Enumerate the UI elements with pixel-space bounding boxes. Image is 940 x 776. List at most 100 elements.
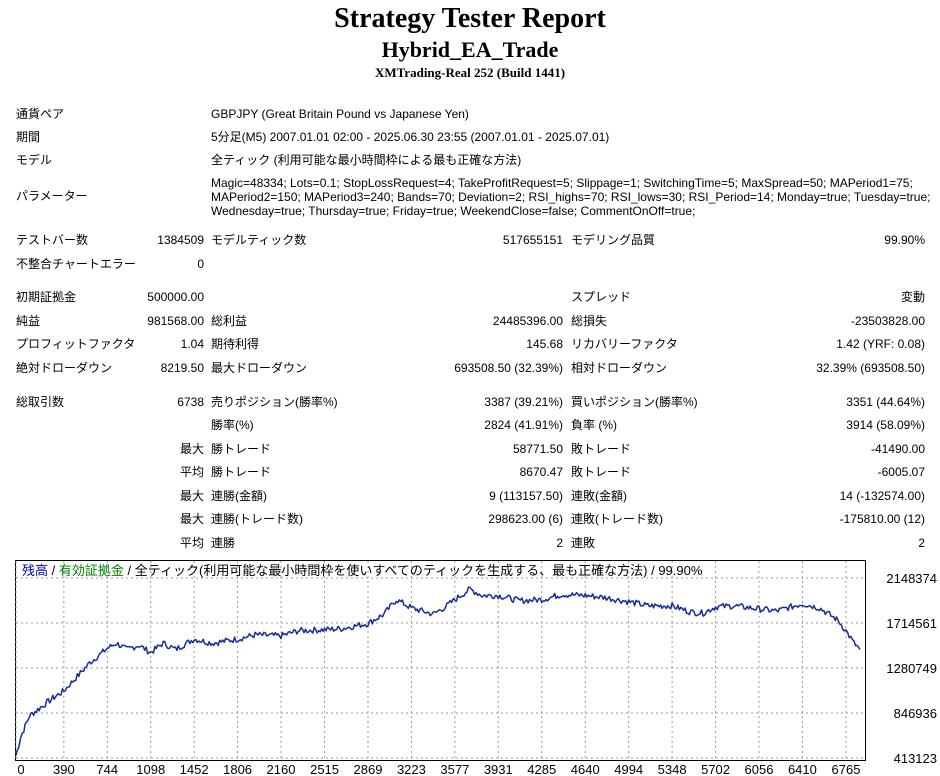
x-tick-label: 2869 [354, 762, 383, 776]
avg-loss-label: 敗トレード [571, 465, 632, 479]
x-tick-label: 6765 [832, 762, 861, 776]
x-tick-label: 1452 [180, 762, 209, 776]
short-label: 売りポジション(勝率%) [211, 395, 338, 409]
abs-dd-label: 絶対ドローダウン [16, 361, 113, 375]
x-tick-label: 5702 [701, 762, 730, 776]
y-tick-label: 413123 [894, 751, 937, 766]
net-label: 純益 [16, 314, 41, 328]
balance-chart: 2148374 1714561 1280749 846936 413123 0 390 74… [15, 560, 937, 776]
symbol-value: GBPJPY (Great Britain Pound vs Japanese … [211, 107, 469, 121]
y-tick-label: 846936 [894, 706, 937, 721]
symbol-label: 通貨ペア [16, 107, 65, 121]
legend-model: 全ティック(利用可能な最小時間枠を使いすべてのティックを生成する、最も正確な方法… [134, 563, 648, 578]
grid-lines [15, 561, 865, 760]
y-tick-label: 2148374 [886, 571, 937, 586]
y-tick-label: 1714561 [886, 616, 937, 631]
gross-loss-value: -23503828.00 [850, 314, 925, 328]
period-value: 5分足(M5) 2007.01.01 02:00 - 2025.06.30 23… [211, 130, 610, 144]
trades-label: 総取引数 [16, 395, 65, 409]
max-prefix-3: 最大 [179, 512, 204, 526]
avg-consec-loss-label: 連敗 [571, 536, 596, 550]
ticks-label: モデルティック数 [211, 233, 307, 247]
largest-win-value: 58771.50 [512, 442, 563, 456]
loss-pct-label: 負率 (%) [571, 418, 617, 432]
y-tick-labels: 2148374 1714561 1280749 846936 413123 [886, 571, 937, 766]
max-consec-win-value: 9 (113157.50) [489, 489, 563, 503]
max-dd-value: 693508.50 (32.39%) [454, 361, 563, 375]
payoff-label: 期待利得 [211, 337, 260, 351]
x-tick-label: 6410 [788, 762, 817, 776]
legend-quality: 99.90% [658, 563, 703, 578]
x-tick-label: 744 [96, 762, 118, 776]
loss-pct-value: 3914 (58.09%) [846, 418, 925, 432]
x-tick-labels: 0 390 744 1098 1452 1806 2160 2515 2869 3223 3577 3… [17, 762, 860, 776]
pf-label: プロフィットファクタ [16, 337, 136, 351]
spread-label: スプレッド [571, 290, 632, 304]
x-tick-label: 3931 [484, 762, 513, 776]
bars-label: テストバー数 [16, 233, 89, 247]
largest-win-label: 勝トレード [211, 442, 272, 456]
spread-value: 変動 [900, 290, 925, 304]
server-info: XMTrading-Real 252 (Build 1441) [374, 65, 566, 80]
legend-equity: 有効証拠金 [58, 563, 124, 578]
model-label: モデル [16, 153, 53, 167]
max-consec-loss-value: 14 (-132574.00) [839, 489, 925, 503]
x-tick-label: 2515 [310, 762, 339, 776]
net-value: 981568.00 [147, 314, 204, 328]
avg-win-label: 勝トレード [211, 465, 272, 479]
short-value: 3387 (39.21%) [484, 395, 563, 409]
max-consec-lossamt-label: 連敗(トレード数) [571, 512, 663, 526]
mismatch-label: 不整合チャートエラー [16, 257, 136, 271]
quality-value: 99.90% [884, 233, 925, 247]
x-tick-label: 2160 [267, 762, 296, 776]
avg-consec-loss-value: 2 [918, 536, 925, 550]
gross-loss-label: 総損失 [571, 314, 608, 328]
long-value: 3351 (44.64%) [846, 395, 925, 409]
legend-separator-2: / [127, 563, 132, 578]
report-title: Strategy Tester Report [334, 3, 606, 34]
x-tick-label: 4640 [571, 762, 600, 776]
x-tick-label: 4994 [614, 762, 643, 776]
deposit-label: 初期証拠金 [16, 290, 77, 304]
long-label: 買いポジション(勝率%) [571, 395, 698, 409]
ticks-value: 517655151 [502, 233, 563, 247]
bars-value: 1384509 [157, 233, 204, 247]
avg-prefix-2: 平均 [179, 536, 204, 550]
x-tick-label: 390 [53, 762, 75, 776]
quality-label: モデリング品質 [571, 233, 656, 247]
x-tick-label: 1806 [223, 762, 252, 776]
legend-separator-3: / [651, 563, 655, 578]
max-consec-lossamt-value: -175810.00 (12) [839, 512, 925, 526]
largest-loss-label: 敗トレード [571, 442, 632, 456]
largest-loss-value: -41490.00 [870, 442, 925, 456]
chart-legend: 残高 / 有効証拠金 / 全ティック(利用可能な最小時間枠を使いすべてのティック… [22, 563, 702, 579]
x-tick-label: 6056 [745, 762, 774, 776]
gross-profit-value: 24485396.00 [492, 314, 563, 328]
x-tick-label: 5348 [658, 762, 687, 776]
max-dd-label: 最大ドローダウン [211, 361, 308, 375]
avg-prefix: 平均 [179, 465, 204, 479]
pf-value: 1.04 [180, 337, 204, 351]
trades-value: 6738 [177, 395, 204, 409]
x-tick-label: 0 [17, 762, 24, 776]
max-prefix-2: 最大 [179, 489, 204, 503]
recovery-value: 1.42 (YRF: 0.08) [836, 337, 925, 351]
deposit-value: 500000.00 [147, 290, 204, 304]
avg-consec-win-label: 連勝 [211, 536, 236, 550]
ea-name: Hybrid_EA_Trade [381, 37, 559, 62]
y-tick-label: 1280749 [886, 661, 937, 676]
max-consec-profit-label: 連勝(トレード数) [211, 512, 303, 526]
params-value: Magic=48334; Lots=0.1; StopLossRequest=4… [211, 176, 931, 218]
win-pct-value: 2824 (41.91%) [484, 418, 563, 432]
avg-loss-value: -6005.07 [877, 465, 925, 479]
gross-profit-label: 総利益 [211, 314, 248, 328]
period-label: 期間 [16, 130, 41, 144]
max-consec-profit-value: 298623.00 (6) [488, 512, 563, 526]
x-tick-label: 1098 [136, 762, 165, 776]
legend-separator: / [51, 563, 56, 578]
abs-dd-value: 8219.50 [160, 361, 204, 375]
x-tick-label: 3223 [397, 762, 426, 776]
win-pct-label: 勝率(%) [211, 418, 254, 432]
model-value: 全ティック (利用可能な最小時間枠による最も正確な方法) [211, 153, 522, 167]
max-consec-win-label: 連勝(金額) [211, 489, 267, 503]
